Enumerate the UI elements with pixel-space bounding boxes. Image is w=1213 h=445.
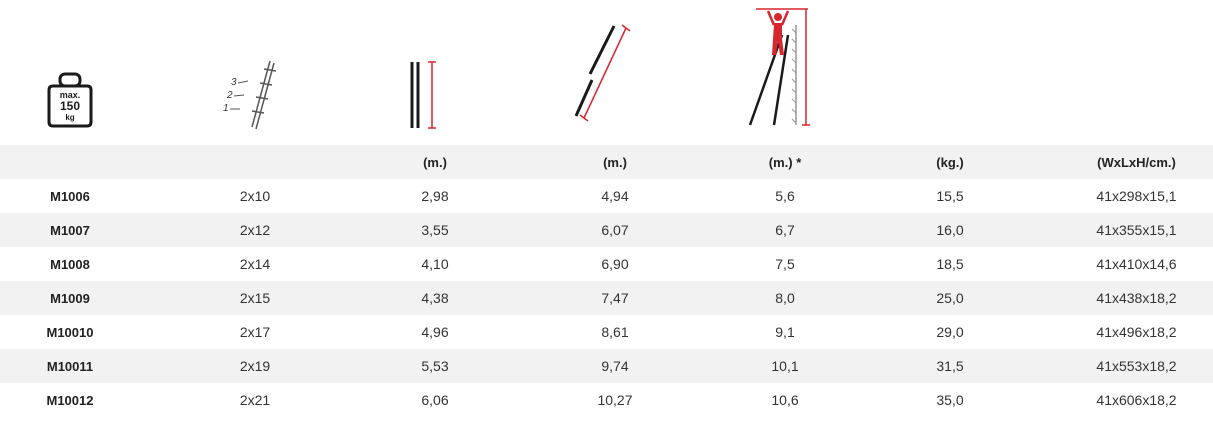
- model-code: M1009: [50, 290, 90, 306]
- dimensions-value: 41x355x15,1: [1096, 222, 1177, 238]
- steps-value: 2x15: [239, 290, 271, 306]
- weight-line3: kg: [65, 113, 74, 122]
- step-1-label: 1: [223, 103, 229, 114]
- extended-length-value: 7,47: [601, 290, 629, 306]
- steps-value: 2x19: [239, 358, 271, 374]
- weight-value: 18,5: [936, 256, 964, 272]
- weight-value: 29,0: [936, 324, 964, 340]
- product-spec-table: (m.) (m.) (m.) * (kg.) (WxLxH/cm.) M1006…: [0, 145, 1213, 417]
- steps-value: 2x10: [239, 188, 271, 204]
- dimensions-value: 41x410x14,6: [1096, 256, 1177, 272]
- steps-value: 2x21: [239, 392, 271, 408]
- working-height-value: 5,6: [775, 188, 795, 204]
- extended-length-value: 8,61: [601, 324, 629, 340]
- extended-length-value: 4,94: [601, 188, 629, 204]
- header-working-height: (m.) *: [768, 154, 802, 170]
- header-closed-length: (m.): [423, 154, 447, 170]
- model-code: M10010: [46, 324, 94, 340]
- weight-value: 31,5: [936, 358, 964, 374]
- model-code: M1006: [50, 188, 90, 204]
- ladder-steps-icon: 3 2 1: [223, 60, 277, 130]
- dimensions-value: 41x606x18,2: [1096, 392, 1177, 408]
- closed-length-value: 4,38: [421, 290, 449, 306]
- weight-line1: max.: [60, 90, 81, 100]
- weight-line2: 150: [60, 99, 80, 113]
- header-extended-length: (m.): [603, 154, 627, 170]
- extended-length-cell: [500, 0, 730, 145]
- working-height-value: 10,6: [771, 392, 799, 408]
- header-weight: (kg.): [936, 154, 964, 170]
- step-3-label: 3: [231, 77, 237, 88]
- working-height-value: 8,0: [775, 290, 795, 306]
- working-height-icon: [748, 8, 810, 126]
- steps-cell: 3 2 1: [140, 0, 370, 145]
- closed-ladder-icon: [410, 61, 436, 129]
- working-height-value: 6,7: [775, 222, 795, 238]
- model-code: M1007: [50, 222, 90, 238]
- closed-length-value: 3,55: [421, 222, 449, 238]
- weight-icon: max. 150 kg: [47, 72, 93, 128]
- working-height-cell: [730, 0, 840, 145]
- table-row: M1007 2x12 3,55 6,07 6,7 16,0 41x355x15,…: [0, 213, 1213, 247]
- table-row: M10010 2x17 4,96 8,61 9,1 29,0 41x496x18…: [0, 315, 1213, 349]
- closed-length-value: 4,10: [421, 256, 449, 272]
- dimensions-value: 41x496x18,2: [1096, 324, 1177, 340]
- extended-ladder-icon: [574, 24, 631, 122]
- closed-length-value: 5,53: [421, 358, 449, 374]
- header-steps: [140, 145, 370, 179]
- steps-value: 2x17: [239, 324, 271, 340]
- table-row: M1006 2x10 2,98 4,94 5,6 15,5 41x298x15,…: [0, 179, 1213, 213]
- model-code: M1008: [50, 256, 90, 272]
- extended-length-value: 6,90: [601, 256, 629, 272]
- table-row: M1009 2x15 4,38 7,47 8,0 25,0 41x438x18,…: [0, 281, 1213, 315]
- icon-header-row: max. 150 kg 3 2 1: [0, 0, 1213, 145]
- table-row: M10012 2x21 6,06 10,27 10,6 35,0 41x606x…: [0, 383, 1213, 417]
- extended-length-value: 6,07: [601, 222, 629, 238]
- working-height-value: 7,5: [775, 256, 795, 272]
- weight-value: 35,0: [936, 392, 964, 408]
- steps-value: 2x12: [239, 222, 271, 238]
- header-dimensions: (WxLxH/cm.): [1097, 154, 1176, 170]
- model-code: M10012: [46, 392, 94, 408]
- extended-length-value: 9,74: [601, 358, 629, 374]
- table-header-row: (m.) (m.) (m.) * (kg.) (WxLxH/cm.): [0, 145, 1213, 179]
- closed-length-value: 4,96: [421, 324, 449, 340]
- closed-length-value: 2,98: [421, 188, 449, 204]
- dimensions-value: 41x438x18,2: [1096, 290, 1177, 306]
- dimensions-value: 41x298x15,1: [1096, 188, 1177, 204]
- weight-value: 16,0: [936, 222, 964, 238]
- weight-value: 15,5: [936, 188, 964, 204]
- extended-length-value: 10,27: [597, 392, 633, 408]
- weight-value: 25,0: [936, 290, 964, 306]
- steps-value: 2x14: [239, 256, 271, 272]
- step-2-label: 2: [226, 90, 233, 101]
- table-row: M10011 2x19 5,53 9,74 10,1 31,5 41x553x1…: [0, 349, 1213, 383]
- model-code: M10011: [46, 358, 94, 374]
- max-load-cell: max. 150 kg: [0, 0, 140, 145]
- header-model: [0, 145, 140, 179]
- working-height-value: 10,1: [771, 358, 799, 374]
- closed-length-cell: [370, 0, 500, 145]
- closed-length-value: 6,06: [421, 392, 449, 408]
- dimensions-value: 41x553x18,2: [1096, 358, 1177, 374]
- working-height-value: 9,1: [775, 324, 795, 340]
- table-row: M1008 2x14 4,10 6,90 7,5 18,5 41x410x14,…: [0, 247, 1213, 281]
